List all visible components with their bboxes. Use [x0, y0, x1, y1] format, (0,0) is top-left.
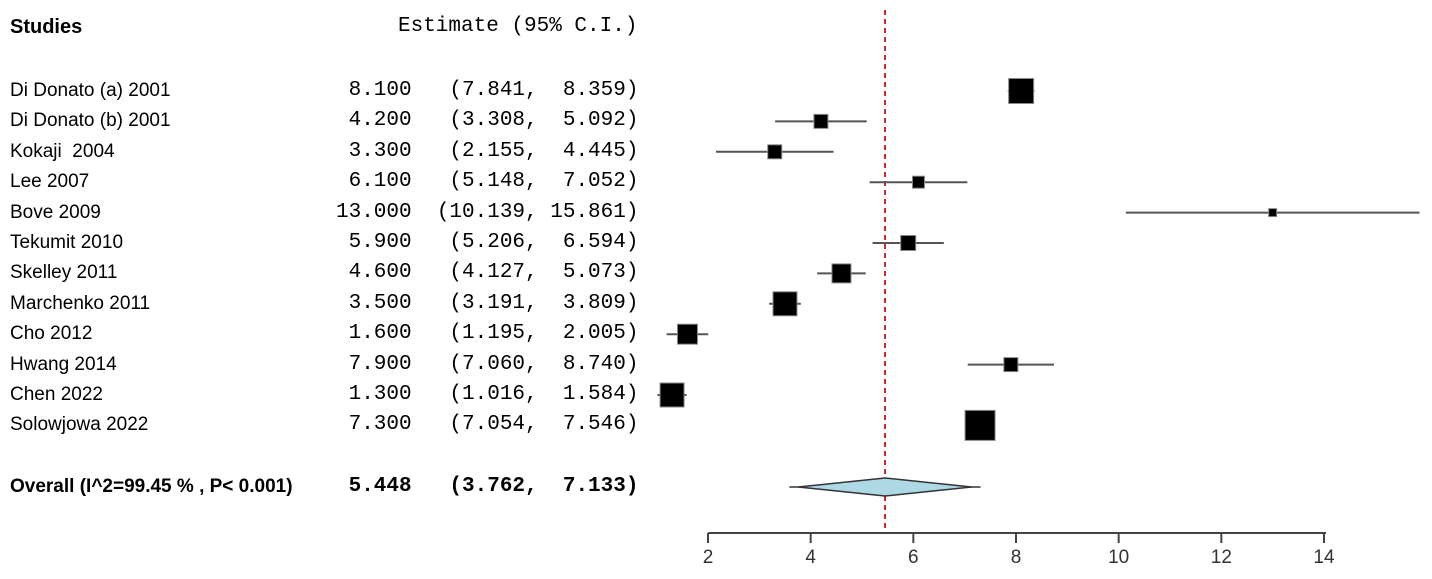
study-row-label: Di Donato (a) 2001	[10, 80, 171, 101]
estimate-column-header: Estimate (95% C.I.)	[398, 15, 638, 38]
axis-tick-label: 6	[908, 547, 919, 568]
study-row-estimate: 4.600 (4.127, 5.073)	[336, 261, 639, 285]
axis-tick-label: 4	[805, 547, 816, 568]
study-row-estimate: 4.200 (3.308, 5.092)	[336, 109, 639, 133]
study-row-estimate: 1.300 (1.016, 1.584)	[336, 383, 639, 406]
point-square	[964, 409, 996, 441]
study-row-label: Marchenko 2011	[10, 292, 151, 314]
study-row-label: Chen 2022	[10, 384, 103, 405]
point-square	[900, 235, 917, 251]
study-row-estimate: 3.500 (3.191, 3.809)	[336, 291, 639, 315]
axis-tick-label: 2	[703, 547, 714, 568]
study-row-label: Bove 2009	[10, 201, 101, 223]
study-row-estimate: 7.300 (7.054, 7.546)	[336, 413, 639, 437]
point-square	[1268, 208, 1278, 218]
overall-label: Overall (I^2=99.45 % , P< 0.001)	[10, 476, 293, 497]
axis-tick-label: 14	[1313, 547, 1335, 568]
study-row-estimate: 1.600 (1.195, 2.005)	[336, 322, 639, 346]
study-row-estimate: 5.900 (5.206, 6.594)	[336, 231, 639, 254]
point-square	[813, 113, 829, 129]
study-row-estimate: 6.100 (5.148, 7.052)	[336, 170, 639, 194]
axis-tick-label: 8	[1011, 547, 1022, 568]
study-row-label: Solowjowa 2022	[10, 414, 149, 436]
point-square	[831, 263, 852, 284]
study-row-estimate: 3.300 (2.155, 4.445)	[336, 139, 639, 163]
point-square	[1008, 78, 1035, 104]
point-square	[772, 291, 798, 317]
study-row-label: Tekumit 2010	[10, 232, 124, 253]
point-square	[659, 382, 685, 408]
study-row-label: Kokaji 2004	[10, 140, 115, 162]
point-square	[1003, 357, 1019, 373]
study-row-estimate: 13.000 (10.139, 15.861)	[336, 200, 639, 224]
study-row-label: Lee 2007	[10, 171, 90, 193]
point-square	[911, 175, 925, 189]
study-row-estimate: 8.100 (7.841, 8.359)	[336, 79, 639, 102]
study-row-label: Di Donato (b) 2001	[10, 110, 171, 132]
axis-tick-label: 12	[1211, 547, 1232, 568]
overall-estimate: 5.448 (3.762, 7.133)	[336, 475, 639, 498]
study-row-label: Hwang 2014	[10, 353, 117, 375]
study-row-estimate: 7.900 (7.060, 8.740)	[336, 352, 639, 376]
studies-column-header: Studies	[10, 16, 83, 38]
summary-diamond	[798, 477, 972, 497]
study-row-label: Skelley 2011	[10, 262, 118, 284]
study-row-label: Cho 2012	[10, 323, 93, 345]
point-square	[767, 144, 783, 160]
axis-tick-label: 10	[1108, 547, 1129, 568]
point-square	[676, 323, 698, 345]
